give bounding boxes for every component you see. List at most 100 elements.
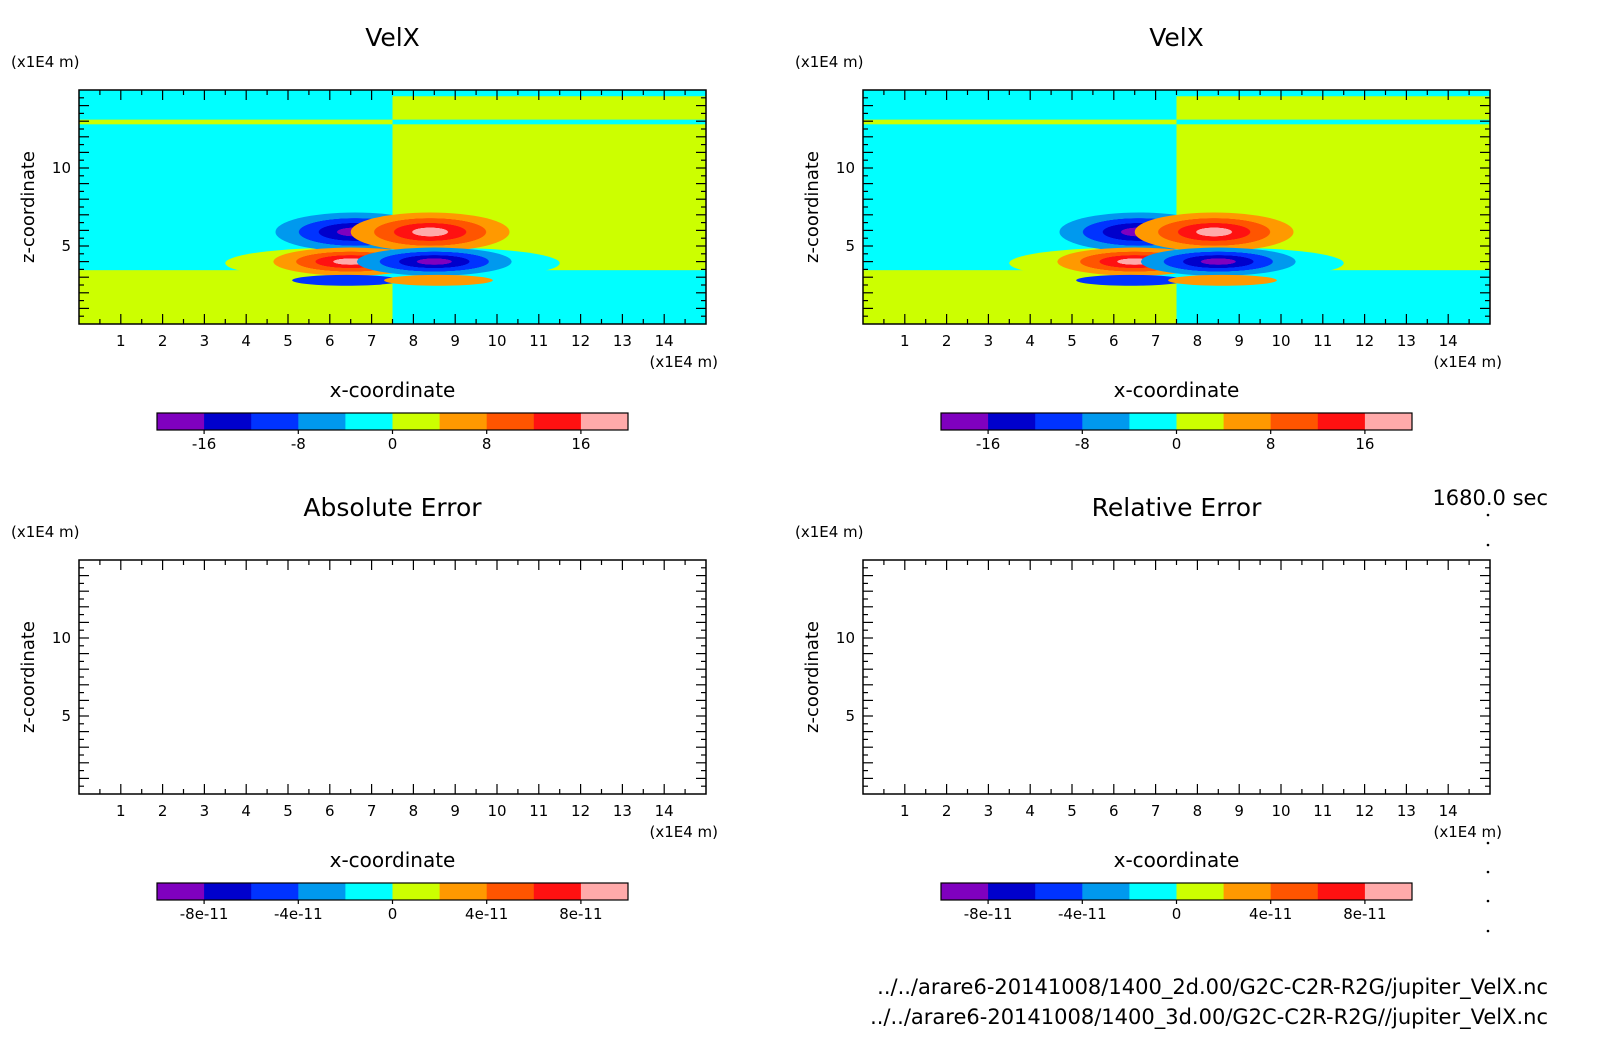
colorbar-swatch	[1364, 883, 1413, 900]
margin-dot	[1486, 513, 1490, 517]
lobe-lower-negative	[1140, 247, 1296, 276]
y-unit-label: (x1E4 m)	[795, 523, 864, 541]
axis-ticks	[863, 90, 1490, 324]
x-tick-label: 9	[450, 332, 460, 350]
y-tick-label: 5	[61, 237, 71, 255]
y-tick-label: 10	[836, 159, 855, 177]
x-tick-label: 6	[325, 332, 335, 350]
y-tick-label: 5	[845, 707, 855, 725]
x-tick-label: 13	[1397, 332, 1416, 350]
y-tick-label: 10	[836, 629, 855, 647]
x-tick-label: 11	[529, 332, 548, 350]
y-axis-label: z-coordinate	[802, 621, 823, 733]
contour-field	[863, 90, 1490, 324]
lobe-bottom-positive	[384, 274, 493, 286]
colorbar-swatch	[941, 883, 989, 900]
x-tick-label: 5	[283, 802, 293, 820]
x-tick-label: 14	[1439, 332, 1458, 350]
colorbar-swatch	[439, 883, 488, 900]
x-tick-label: 1	[116, 802, 126, 820]
x-tick-label: 9	[450, 802, 460, 820]
colorbar-tick-label: -8	[291, 435, 306, 453]
colorbar-swatch	[1223, 883, 1272, 900]
colorbar: -8e-11 -4e-11 0 4e-11 8e-11	[156, 882, 629, 923]
chart-title: Absolute Error	[303, 493, 482, 522]
lobe-bottom-negative	[1076, 274, 1185, 286]
colorbar-swatch	[345, 883, 393, 900]
colorbar-tick-label: -8e-11	[180, 905, 229, 923]
colorbar-tick-label: 4e-11	[1249, 905, 1292, 923]
x-unit-label: (x1E4 m)	[649, 353, 718, 371]
colorbar-swatch	[204, 883, 252, 900]
x-tick-label: 7	[367, 802, 377, 820]
colorbar-swatch	[988, 413, 1036, 430]
x-tick-label: 5	[1067, 332, 1077, 350]
colorbar-swatch	[157, 413, 205, 430]
x-tick-label: 8	[409, 332, 419, 350]
x-tick-label: 2	[158, 802, 168, 820]
colorbar-tick-label: 0	[1172, 905, 1182, 923]
colorbar-swatch	[157, 883, 205, 900]
colorbar-swatch	[251, 883, 299, 900]
chart-title: VelX	[1149, 23, 1204, 52]
x-unit-label: (x1E4 m)	[649, 823, 718, 841]
x-tick-label: 4	[1025, 802, 1035, 820]
colorbar-swatch	[1270, 413, 1319, 430]
x-tick-label: 7	[1151, 332, 1161, 350]
axis-ticks	[79, 560, 706, 794]
colorbar-tick-label: -8	[1075, 435, 1090, 453]
colorbar-swatch	[580, 413, 629, 430]
x-tick-label: 13	[1397, 802, 1416, 820]
x-unit-label: (x1E4 m)	[1433, 353, 1502, 371]
x-tick-label: 13	[613, 802, 632, 820]
x-tick-label: 4	[241, 332, 251, 350]
colorbar-swatch	[1270, 883, 1319, 900]
colorbar-swatch	[1035, 413, 1083, 430]
x-tick-label: 3	[984, 332, 994, 350]
colorbar-swatch	[204, 413, 252, 430]
y-unit-label: (x1E4 m)	[795, 53, 864, 71]
x-axis-label: x-coordinate	[1114, 848, 1240, 872]
x-tick-label: 4	[241, 802, 251, 820]
x-tick-label: 11	[1313, 802, 1332, 820]
margin-dot	[1486, 870, 1490, 874]
x-tick-label: 2	[942, 332, 952, 350]
colorbar-tick-label: -4e-11	[274, 905, 323, 923]
lobe-bottom-positive	[1168, 274, 1277, 286]
x-tick-label: 10	[487, 332, 506, 350]
x-tick-label: 9	[1234, 802, 1244, 820]
colorbar-swatch	[1223, 413, 1272, 430]
colorbar-swatch	[439, 413, 488, 430]
colorbar-swatch	[1129, 883, 1177, 900]
y-unit-label: (x1E4 m)	[11, 53, 80, 71]
y-tick-label: 5	[61, 707, 71, 725]
colorbar-swatch	[533, 883, 582, 900]
x-tick-label: 8	[409, 802, 419, 820]
colorbar-swatch	[486, 883, 535, 900]
colorbar-swatch	[345, 413, 393, 430]
colorbar-tick-label: 8e-11	[1343, 905, 1386, 923]
colorbar: -8e-11 -4e-11 0 4e-11 8e-11	[940, 882, 1413, 923]
colorbar-swatch	[1082, 413, 1130, 430]
colorbar-tick-label: -8e-11	[964, 905, 1013, 923]
contour-field	[79, 90, 706, 324]
top-band-left	[79, 119, 393, 125]
x-tick-label: 3	[200, 802, 210, 820]
colorbar-swatch	[392, 883, 441, 900]
y-unit-label: (x1E4 m)	[11, 523, 80, 541]
colorbar-tick-label: 8e-11	[559, 905, 602, 923]
colorbar-swatch	[298, 413, 346, 430]
x-tick-label: 1	[900, 802, 910, 820]
chart-panel-1: VelX (x1E4 m) (x1E4 m) x-coordinate z-coordi…	[11, 23, 718, 453]
x-tick-label: 7	[367, 332, 377, 350]
lobe-lower-negative	[356, 247, 512, 276]
x-tick-label: 6	[1109, 332, 1119, 350]
x-tick-label: 11	[1313, 332, 1332, 350]
colorbar: -16 -8 0 8 16	[940, 412, 1413, 453]
x-tick-label: 7	[1151, 802, 1161, 820]
colorbar-swatch	[486, 413, 535, 430]
x-tick-label: 9	[1234, 332, 1244, 350]
colorbar-swatch	[1129, 413, 1177, 430]
colorbar-tick-label: 0	[388, 435, 398, 453]
